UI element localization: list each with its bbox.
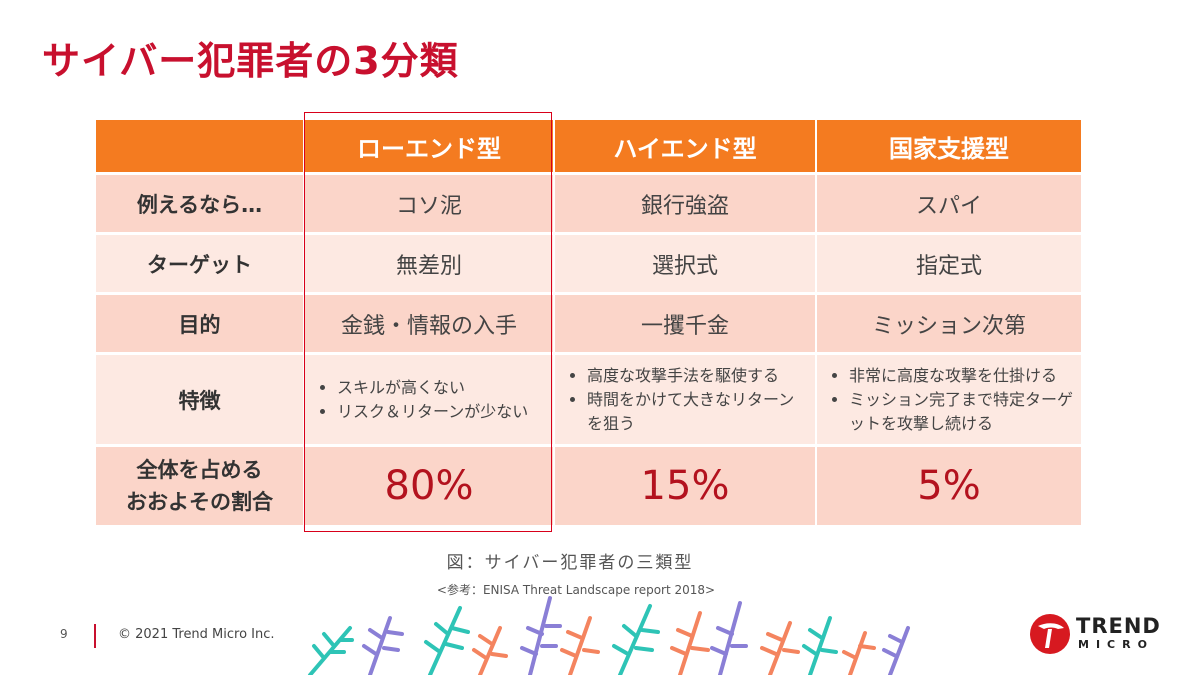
- table-cell: コソ泥: [303, 172, 554, 234]
- table-row: 目的 金銭・情報の入手 一攫千金 ミッション次第: [96, 292, 1081, 354]
- features-cell-state-sponsored: 非常に高度な攻撃を仕掛ける ミッション完了まで特定ターゲットを攻撃し続ける: [815, 352, 1081, 446]
- table-cell: 一攫千金: [553, 292, 816, 354]
- row-label-features: 特徴: [96, 352, 304, 446]
- row-label-analogy: 例えるなら…: [96, 172, 304, 234]
- decorative-foliage-icon: [308, 596, 910, 675]
- table-row: 例えるなら… コソ泥 銀行強盗 スパイ: [96, 172, 1081, 234]
- feature-list: スキルが高くない リスク＆リターンが少ない: [305, 376, 553, 424]
- list-item: ミッション完了まで特定ターゲットを攻撃し続ける: [849, 388, 1073, 436]
- share-value-high-end: 15%: [553, 444, 816, 525]
- share-label-line1: 全体を占める: [136, 458, 263, 482]
- row-label-share: 全体を占める おおよその割合: [96, 444, 304, 525]
- table-row: ターゲット 無差別 選択式 指定式: [96, 232, 1081, 294]
- logo-text-micro: MICRO: [1078, 638, 1154, 651]
- copyright: © 2021 Trend Micro Inc.: [118, 627, 275, 642]
- table-cell: 銀行強盗: [553, 172, 816, 234]
- header-low-end: ローエンド型: [303, 120, 554, 174]
- footer-divider: [94, 624, 96, 648]
- table-cell: ミッション次第: [815, 292, 1081, 354]
- logo-text-trend: TREND: [1076, 614, 1161, 638]
- header-blank: [96, 120, 304, 174]
- feature-list: 非常に高度な攻撃を仕掛ける ミッション完了まで特定ターゲットを攻撃し続ける: [817, 364, 1081, 436]
- table-row-features: 特徴 スキルが高くない リスク＆リターンが少ない 高度な攻撃手法を駆使する 時間…: [96, 352, 1081, 446]
- figure-caption: 図：サイバー犯罪者の三類型: [446, 553, 694, 573]
- list-item: 高度な攻撃手法を駆使する: [587, 364, 807, 388]
- header-high-end: ハイエンド型: [553, 120, 816, 174]
- list-item: 非常に高度な攻撃を仕掛ける: [849, 364, 1073, 388]
- reference-note: <参考：ENISA Threat Landscape report 2018>: [436, 583, 716, 597]
- row-label-purpose: 目的: [96, 292, 304, 354]
- header-state-sponsored: 国家支援型: [815, 120, 1081, 174]
- features-cell-low-end: スキルが高くない リスク＆リターンが少ない: [303, 352, 554, 446]
- table-cell: 指定式: [815, 232, 1081, 294]
- table-cell: 金銭・情報の入手: [303, 292, 554, 354]
- share-value-state-sponsored: 5%: [815, 444, 1081, 525]
- table-header-row: ローエンド型 ハイエンド型 国家支援型: [96, 120, 1081, 174]
- features-cell-high-end: 高度な攻撃手法を駆使する 時間をかけて大きなリターンを狙う: [553, 352, 816, 446]
- table-cell: 選択式: [553, 232, 816, 294]
- list-item: 時間をかけて大きなリターンを狙う: [587, 388, 807, 436]
- list-item: スキルが高くない: [337, 376, 545, 400]
- table-cell: スパイ: [815, 172, 1081, 234]
- row-label-target: ターゲット: [96, 232, 304, 294]
- share-value-low-end: 80%: [303, 444, 554, 525]
- trend-micro-logo-icon: [1030, 614, 1070, 654]
- list-item: リスク＆リターンが少ない: [337, 400, 545, 424]
- classification-table: ローエンド型 ハイエンド型 国家支援型 例えるなら… コソ泥 銀行強盗 スパイ …: [96, 120, 1081, 525]
- feature-list: 高度な攻撃手法を駆使する 時間をかけて大きなリターンを狙う: [555, 364, 815, 436]
- table-cell: 無差別: [303, 232, 554, 294]
- page-number: 9: [60, 627, 68, 641]
- slide-title: サイバー犯罪者の3分類: [42, 39, 459, 83]
- share-label-line2: おおよその割合: [126, 490, 273, 514]
- table-row-share: 全体を占める おおよその割合 80% 15% 5%: [96, 444, 1081, 525]
